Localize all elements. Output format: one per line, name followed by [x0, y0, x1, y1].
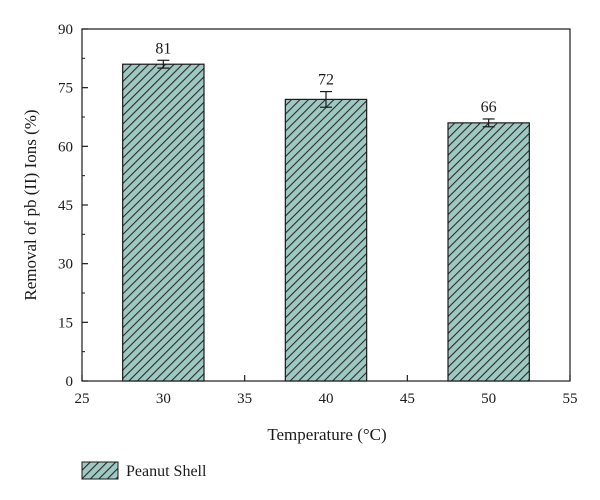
bar	[122, 63, 205, 382]
x-tick-label: 30	[156, 391, 171, 407]
y-axis-title: Removal of pb (II) Ions (%)	[21, 109, 40, 300]
y-tick-label: 75	[58, 81, 73, 97]
legend-label: Peanut Shell	[126, 463, 207, 480]
bar	[284, 98, 368, 382]
x-tick-label: 50	[481, 391, 496, 407]
y-tick-label: 60	[58, 139, 73, 155]
x-tick-label: 25	[75, 391, 90, 407]
y-tick-label: 0	[66, 374, 74, 390]
data-label: 81	[155, 40, 171, 57]
data-label: 72	[318, 72, 334, 89]
legend-swatch	[81, 461, 119, 480]
y-tick-label: 90	[58, 22, 73, 38]
data-label: 66	[481, 99, 497, 116]
x-tick-label: 40	[319, 391, 334, 407]
legend: Peanut Shell	[81, 461, 207, 480]
y-tick-label: 30	[58, 257, 73, 273]
y-tick-label: 15	[58, 315, 73, 331]
y-tick-label: 45	[58, 198, 73, 214]
x-tick-label: 45	[400, 391, 415, 407]
x-tick-label: 55	[563, 391, 578, 407]
x-tick-label: 35	[237, 391, 252, 407]
x-axis-title: Temperature (°C)	[267, 425, 386, 444]
bar	[447, 122, 530, 382]
